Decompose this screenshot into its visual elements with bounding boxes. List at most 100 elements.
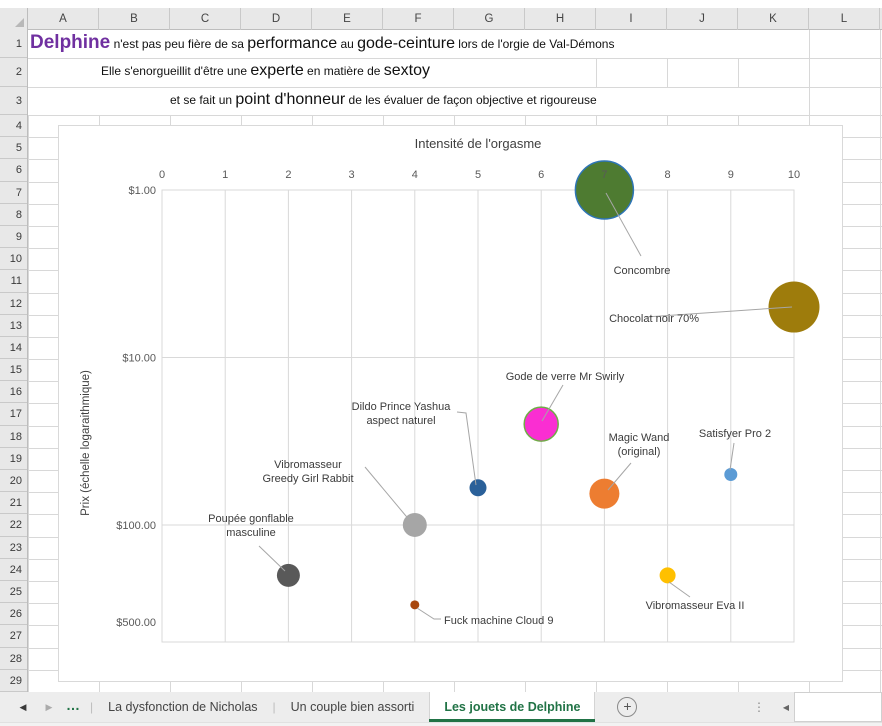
leader-line-fuck-machine xyxy=(416,607,441,620)
row-header-1[interactable]: 1 xyxy=(0,30,27,59)
column-header-J[interactable]: J xyxy=(667,8,738,30)
row-header-18[interactable]: 18 xyxy=(0,426,27,448)
prev-sheet-icon[interactable]: ◀ xyxy=(19,701,27,712)
tab-resize-dots-icon[interactable]: ⋮ xyxy=(753,700,766,714)
y-tick-label: $1.00 xyxy=(128,185,156,197)
bubble-concombre[interactable] xyxy=(574,160,635,220)
status-bar xyxy=(0,722,882,726)
row-header-14[interactable]: 14 xyxy=(0,337,27,360)
row-header-9[interactable]: 9 xyxy=(0,226,27,249)
text-segment: gode-ceinture xyxy=(357,35,455,52)
column-header-B[interactable]: B xyxy=(99,8,170,30)
row-header-6[interactable]: 6 xyxy=(0,159,27,182)
bubble-label-eva-ii: Vibromasseur Eva II xyxy=(646,600,745,612)
leader-line-eva-ii xyxy=(668,581,691,598)
row-header-2[interactable]: 2 xyxy=(0,58,27,87)
row-headers: 1 2 3 4 5 6 7 8 9 10 11 12 13 14 15 16 17 18 19 20 21 22 23 24 2… xyxy=(0,30,28,692)
tab-separator: | xyxy=(90,700,94,714)
select-all-corner[interactable] xyxy=(0,8,28,30)
row-header-25[interactable]: 25 xyxy=(0,581,27,604)
more-sheets-icon[interactable]: … xyxy=(66,697,80,713)
bubble-satisfyer-pro-2[interactable] xyxy=(724,468,738,482)
bubble-eva-ii[interactable] xyxy=(659,567,676,584)
y-axis-title: Prix (échelle logaraithmique) xyxy=(80,370,92,516)
row-header-23[interactable]: 23 xyxy=(0,537,27,559)
bubble-magic-wand[interactable] xyxy=(589,478,620,509)
row-header-21[interactable]: 21 xyxy=(0,492,27,515)
column-header-I[interactable]: I xyxy=(596,8,667,30)
column-header-K[interactable]: K xyxy=(738,8,809,30)
row-header-17[interactable]: 17 xyxy=(0,403,27,426)
row-header-27[interactable]: 27 xyxy=(0,625,27,648)
leader-line-mr-swirly xyxy=(541,384,564,422)
row-header-7[interactable]: 7 xyxy=(0,182,27,204)
bubble-fuck-machine[interactable] xyxy=(410,600,420,610)
row-header-28[interactable]: 28 xyxy=(0,648,27,670)
row-header-20[interactable]: 20 xyxy=(0,470,27,493)
row-header-5[interactable]: 5 xyxy=(0,137,27,160)
x-tick-label: 9 xyxy=(728,169,734,181)
bubble-poupee-gonflable[interactable] xyxy=(276,563,300,587)
row-header-8[interactable]: 8 xyxy=(0,204,27,226)
x-tick-label: 2 xyxy=(285,169,291,181)
bubble-chocolat-noir-70[interactable] xyxy=(768,281,820,333)
column-header-D[interactable]: D xyxy=(241,8,312,30)
row-header-26[interactable]: 26 xyxy=(0,603,27,626)
bubble-label-magic-wand: Magic Wand (original) xyxy=(609,432,670,458)
x-tick-label: 0 xyxy=(159,169,165,181)
row-header-19[interactable]: 19 xyxy=(0,448,27,471)
x-tick-label: 7 xyxy=(601,169,607,181)
cell-text-row-1[interactable]: Delphine n'est pas peu fière de sa perfo… xyxy=(30,30,614,58)
x-tick-label: 6 xyxy=(538,169,544,181)
row-header-16[interactable]: 16 xyxy=(0,381,27,404)
bubble-label-prince-yashua: Dildo Prince Yashua aspect naturel xyxy=(352,401,452,427)
row-header-15[interactable]: 15 xyxy=(0,359,27,382)
bubble-mr-swirly[interactable] xyxy=(523,406,559,442)
text-segment: sextoy xyxy=(383,62,431,80)
new-sheet-icon[interactable]: + xyxy=(617,697,638,717)
row-header-22[interactable]: 22 xyxy=(0,514,27,537)
y-tick-label: $10.00 xyxy=(122,352,156,364)
column-header-F[interactable]: F xyxy=(383,8,454,30)
row-header-11[interactable]: 11 xyxy=(0,270,27,293)
row-header-3[interactable]: 3 xyxy=(0,87,27,115)
chart-canvas[interactable]: Concombre Chocolat noir 70% Gode de verre … xyxy=(59,126,842,681)
x-tick-label: 10 xyxy=(788,169,800,181)
leader-line-poupee-gonflable xyxy=(258,545,286,572)
row-header-12[interactable]: 12 xyxy=(0,293,27,315)
sheet-tab-1[interactable]: La dysfonction de Nicholas xyxy=(108,700,258,714)
cell-text-row-3[interactable]: et se fait un point d'honneur de les éva… xyxy=(170,87,597,115)
row-header-10[interactable]: 10 xyxy=(0,248,27,271)
x-tick-label: 4 xyxy=(412,169,418,181)
sheet-tab-3[interactable]: Les jouets de Delphine xyxy=(429,692,596,722)
cell-text-row-2[interactable]: Elle s'enorgueillit d'être une experte e… xyxy=(101,58,430,86)
column-header-G[interactable]: G xyxy=(454,8,525,30)
worksheet-grid[interactable]: Delphine n'est pas peu fière de sa perfo… xyxy=(0,0,882,693)
horizontal-scrollbar[interactable]: ◀ xyxy=(778,692,882,722)
row-header-4[interactable]: 4 xyxy=(0,115,27,138)
column-header-A[interactable]: A xyxy=(28,8,99,30)
bubble-label-concombre: Concombre xyxy=(614,265,671,277)
row-header-29[interactable]: 29 xyxy=(0,670,27,692)
column-header-H[interactable]: H xyxy=(525,8,596,30)
tab-separator: | xyxy=(272,700,276,714)
column-header-C[interactable]: C xyxy=(170,8,241,30)
row-header-13[interactable]: 13 xyxy=(0,315,27,337)
row-header-24[interactable]: 24 xyxy=(0,559,27,582)
scrollbar-track[interactable] xyxy=(794,692,882,722)
column-header-L[interactable]: L xyxy=(809,8,880,30)
bubble-label-satisfyer-pro-2: Satisfyer Pro 2 xyxy=(699,428,771,440)
column-header-E[interactable]: E xyxy=(312,8,383,30)
text-segment: de les évaluer de façon objective et rig… xyxy=(345,92,597,107)
sheet-tab-2[interactable]: Un couple bien assorti xyxy=(290,700,415,714)
bubble-prince-yashua[interactable] xyxy=(469,479,487,497)
leader-line-greedy-girl xyxy=(364,466,412,523)
leader-line-satisfyer-pro-2 xyxy=(729,442,735,471)
y-tick-label: $100.00 xyxy=(116,520,156,532)
next-sheet-icon[interactable]: ▶ xyxy=(45,701,53,712)
bubble-chart[interactable]: Concombre Chocolat noir 70% Gode de verre … xyxy=(58,125,843,682)
text-segment: point d'honneur xyxy=(235,90,346,108)
scroll-left-icon[interactable]: ◀ xyxy=(782,702,790,712)
